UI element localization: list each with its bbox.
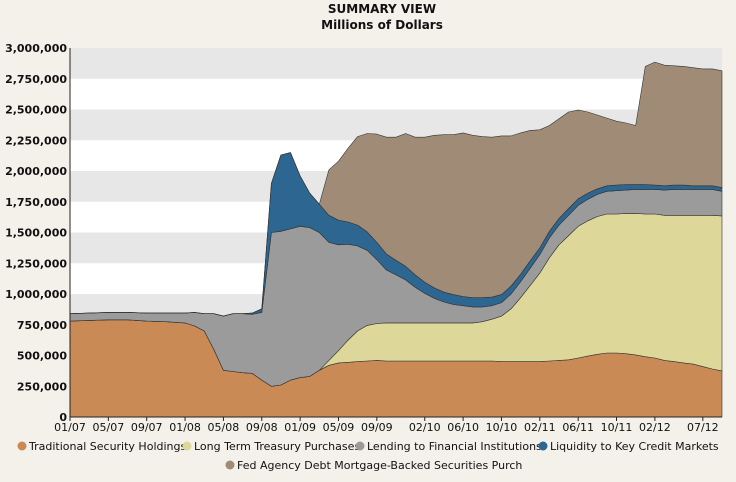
y-tick-label: 2,250,000 <box>5 134 67 147</box>
legend: Traditional Security Holdings Long Term T… <box>17 440 719 472</box>
y-tick-label: 500,000 <box>17 350 67 363</box>
legend-marker-traditional <box>17 441 27 451</box>
x-tick-label: 02/12 <box>639 421 671 434</box>
legend-marker-lending <box>355 441 365 451</box>
x-tick-label: 01/09 <box>284 421 316 434</box>
plot-axes <box>69 48 722 418</box>
x-tick-label: 02/10 <box>409 421 441 434</box>
x-tick-label: 10/11 <box>601 421 633 434</box>
chart-subtitle: Millions of Dollars <box>321 18 443 32</box>
x-tick-label: 09/08 <box>246 421 278 434</box>
legend-label-traditional: Traditional Security Holdings <box>28 440 186 453</box>
y-tick-label: 750,000 <box>17 319 67 332</box>
x-axis-ticks: 01/07 05/07 09/07 01/08 05/08 09/08 01/09 05/09… <box>54 417 719 434</box>
x-tick-label: 09/09 <box>361 421 393 434</box>
y-tick-label: 0 <box>59 411 67 424</box>
chart-title: SUMMARY VIEW <box>328 2 436 16</box>
y-tick-label: 1,500,000 <box>5 227 67 240</box>
y-tick-label: 1,000,000 <box>5 288 67 301</box>
x-tick-label: 05/07 <box>93 421 125 434</box>
x-tick-label: 01/07 <box>54 421 86 434</box>
y-tick-label: 2,500,000 <box>5 104 67 117</box>
y-axis-ticks: 3,000,000 2,750,000 2,500,000 2,250,000 2,00… <box>5 42 67 424</box>
x-tick-label: 09/07 <box>131 421 163 434</box>
x-tick-label: 05/09 <box>323 421 355 434</box>
x-tick-label: 06/11 <box>562 421 594 434</box>
x-tick-label: 07/12 <box>687 421 719 434</box>
legend-label-liquidity: Liquidity to Key Credit Markets <box>550 440 719 453</box>
y-tick-label: 1,750,000 <box>5 196 67 209</box>
legend-marker-liquidity <box>538 441 548 451</box>
area-series-agency <box>69 61 723 317</box>
x-tick-label: 05/08 <box>208 421 240 434</box>
grid-band <box>70 48 722 79</box>
legend-label-treasury: Long Term Treasury Purchases <box>194 440 360 453</box>
x-tick-label: 02/11 <box>524 421 556 434</box>
legend-label-agency: Fed Agency Debt Mortgage-Backed Securiti… <box>237 459 522 472</box>
x-tick-label: 10/10 <box>486 421 518 434</box>
y-tick-label: 3,000,000 <box>5 42 67 55</box>
legend-label-lending: Lending to Financial Institutions <box>367 440 542 453</box>
y-tick-label: 2,750,000 <box>5 73 67 86</box>
legend-marker-agency <box>225 460 235 470</box>
y-tick-label: 250,000 <box>17 380 67 393</box>
legend-marker-treasury <box>182 441 192 451</box>
x-tick-label: 01/08 <box>169 421 201 434</box>
x-tick-label: 06/10 <box>447 421 479 434</box>
y-tick-label: 2,000,000 <box>5 165 67 178</box>
y-tick-label: 1,250,000 <box>5 257 67 270</box>
